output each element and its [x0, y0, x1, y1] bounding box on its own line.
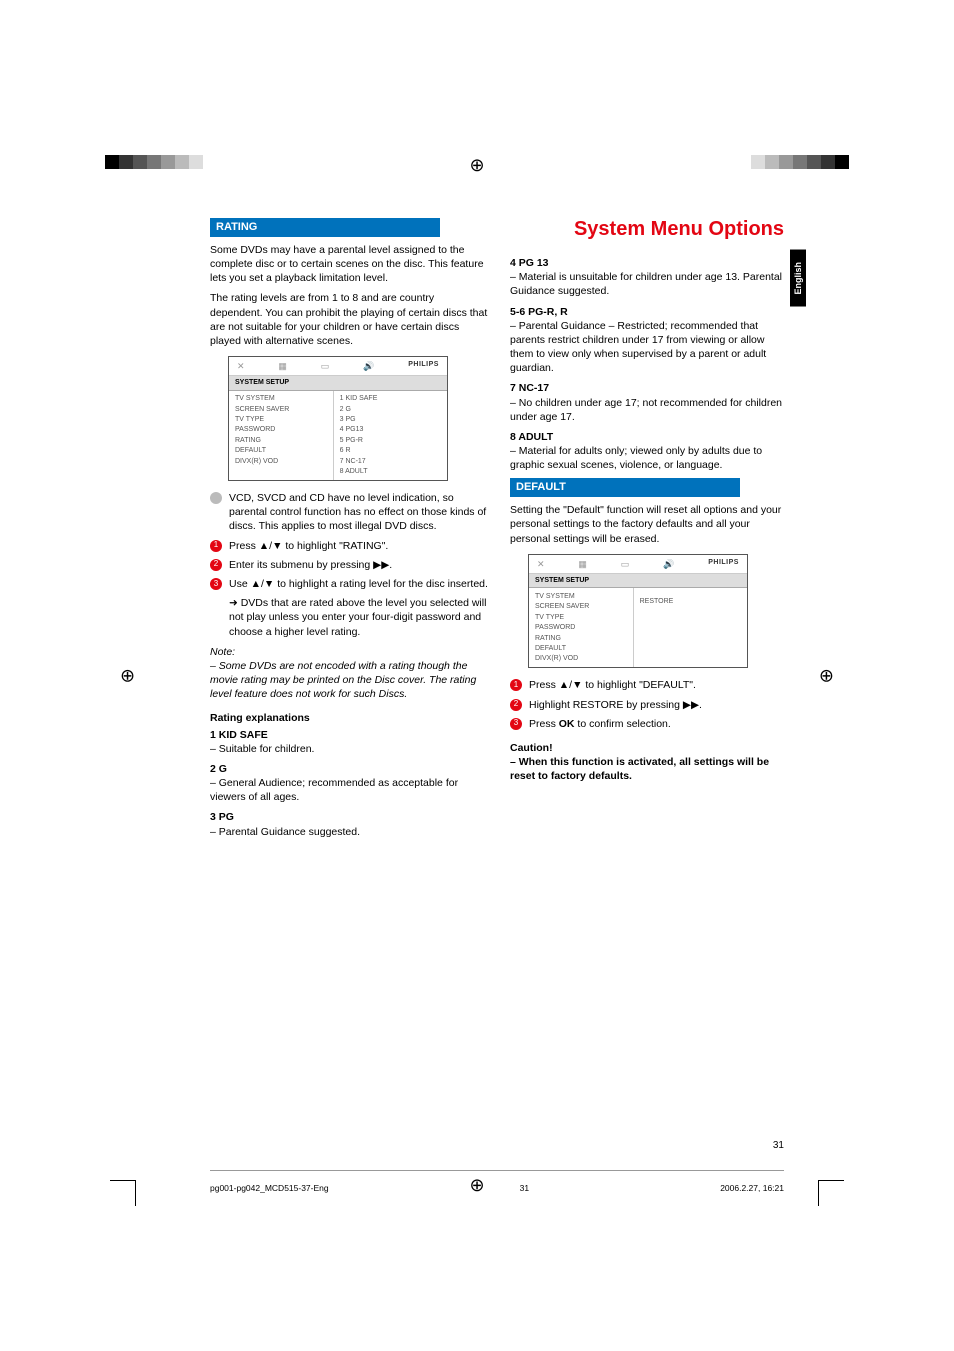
rating-item-5-6: 5-6 PG-R, R – Parental Guidance – Restri…: [510, 305, 788, 376]
right-column: 4 PG 13 – Material is unsuitable for chi…: [510, 218, 788, 845]
osd-tab: SYSTEM SETUP: [229, 376, 447, 390]
note-block: Note: – Some DVDs are not encoded with a…: [210, 645, 488, 702]
language-tab: English: [790, 250, 806, 307]
bullet-text: VCD, SVCD and CD have no level indicatio…: [229, 491, 488, 534]
osd-left-list: TV SYSTEM SCREEN SAVER TV TYPE PASSWORD …: [529, 588, 634, 667]
step-number-icon: 1: [510, 679, 522, 691]
step-3: 3 Use ▲/▼ to highlight a rating level fo…: [210, 577, 488, 591]
section-heading-rating: RATING: [210, 218, 440, 237]
step-3-result: ➜ DVDs that are rated above the level yo…: [229, 596, 488, 639]
brand-label: PHILIPS: [708, 558, 739, 570]
step-1: 1 Press ▲/▼ to highlight "RATING".: [210, 539, 488, 553]
step-text: Press OK to confirm selection.: [529, 717, 788, 731]
corner-mark: [818, 1180, 844, 1206]
rating-item-4: 4 PG 13 – Material is unsuitable for chi…: [510, 256, 788, 299]
default-step-2: 2 Highlight RESTORE by pressing ▶▶.: [510, 698, 788, 712]
step-text: Enter its submenu by pressing ▶▶.: [229, 558, 488, 572]
corner-mark: [110, 1180, 136, 1206]
step-text: Press ▲/▼ to highlight "RATING".: [229, 539, 488, 553]
footer-rule: [210, 1170, 784, 1171]
subtitle-icon: ▦: [278, 360, 287, 372]
speaker-icon: 🔊: [363, 360, 374, 372]
tool-icon: ✕: [237, 360, 245, 372]
crop-mark-row-left: [105, 155, 203, 169]
content-area: RATING Some DVDs may have a parental lev…: [210, 218, 790, 845]
osd-right-list: RESTORE: [634, 588, 747, 667]
default-step-1: 1 Press ▲/▼ to highlight "DEFAULT".: [510, 678, 788, 692]
bullet-icon: [210, 492, 222, 504]
video-icon: ▭: [321, 360, 330, 372]
rating-item-2: 2 G – General Audience; recommended as a…: [210, 762, 488, 805]
step-number-icon: 1: [210, 540, 222, 552]
footer-page: 31: [520, 1183, 529, 1193]
footer-text: pg001-pg042_MCD515-37-Eng 31 2006.2.27, …: [210, 1183, 784, 1193]
tool-icon: ✕: [537, 558, 545, 570]
step-number-icon: 2: [510, 699, 522, 711]
step-text: Press ▲/▼ to highlight "DEFAULT".: [529, 678, 788, 692]
subtitle-icon: ▦: [578, 558, 587, 570]
info-bullet: VCD, SVCD and CD have no level indicatio…: [210, 491, 488, 534]
rating-item-1: 1 KID SAFE – Suitable for children.: [210, 728, 488, 756]
osd-tab: SYSTEM SETUP: [529, 574, 747, 588]
crop-mark-row-right: [751, 155, 849, 169]
osd-screenshot-rating: ✕ ▦ ▭ 🔊 PHILIPS SYSTEM SETUP TV SYSTEM S…: [228, 356, 448, 481]
step-number-icon: 3: [210, 578, 222, 590]
left-column: RATING Some DVDs may have a parental lev…: [210, 218, 488, 845]
footer-date: 2006.2.27, 16:21: [720, 1183, 784, 1193]
brand-label: PHILIPS: [408, 360, 439, 372]
caution-heading: Caution!: [510, 741, 788, 755]
osd-right-list: 1 KID SAFE 2 G 3 PG 4 PG13 5 PG-R 6 R 7 …: [334, 391, 447, 481]
rating-item-3: 3 PG – Parental Guidance suggested.: [210, 810, 488, 838]
rating-intro-1: Some DVDs may have a parental level assi…: [210, 243, 488, 286]
osd-screenshot-default: ✕ ▦ ▭ 🔊 PHILIPS SYSTEM SETUP TV SYSTEM S…: [528, 554, 748, 669]
rating-item-8: 8 ADULT – Material for adults only; view…: [510, 430, 788, 473]
note-heading: Note:: [210, 645, 488, 659]
note-body: – Some DVDs are not encoded with a ratin…: [210, 659, 488, 702]
step-2: 2 Enter its submenu by pressing ▶▶.: [210, 558, 488, 572]
default-intro: Setting the "Default" function will rese…: [510, 503, 788, 546]
rating-explanations-heading: Rating explanations: [210, 711, 488, 725]
default-step-3: 3 Press OK to confirm selection.: [510, 717, 788, 731]
video-icon: ▭: [621, 558, 630, 570]
registration-target-top-icon: ⊕: [469, 155, 484, 176]
registration-target-right-icon: ⊕: [819, 665, 834, 686]
step-number-icon: 3: [510, 718, 522, 730]
osd-left-list: TV SYSTEM SCREEN SAVER TV TYPE PASSWORD …: [229, 391, 334, 481]
caution-body: – When this function is activated, all s…: [510, 755, 788, 783]
step-text: Use ▲/▼ to highlight a rating level for …: [229, 577, 488, 591]
speaker-icon: 🔊: [663, 558, 674, 570]
registration-target-left-icon: ⊕: [120, 665, 135, 686]
caution-block: Caution! – When this function is activat…: [510, 741, 788, 784]
rating-item-7: 7 NC-17 – No children under age 17; not …: [510, 381, 788, 424]
section-heading-default: DEFAULT: [510, 478, 740, 497]
page-number: 31: [773, 1140, 784, 1151]
step-text: Highlight RESTORE by pressing ▶▶.: [529, 698, 788, 712]
rating-intro-2: The rating levels are from 1 to 8 and ar…: [210, 291, 488, 348]
footer-filename: pg001-pg042_MCD515-37-Eng: [210, 1183, 329, 1193]
step-number-icon: 2: [210, 559, 222, 571]
